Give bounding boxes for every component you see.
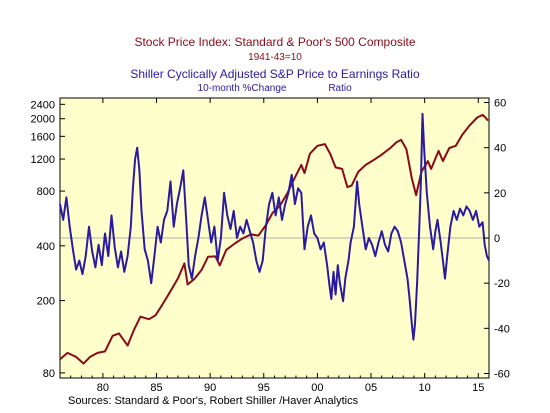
- y-left-tick-label: 2400: [31, 99, 55, 111]
- y-right-tick-label: 0: [494, 233, 500, 245]
- series-line-sp500: [59, 113, 489, 365]
- y-right-tick-label: 60: [494, 98, 506, 110]
- x-tick-label: 15: [472, 382, 484, 394]
- x-tick-label: 95: [258, 382, 270, 394]
- series-line-cape: [59, 112, 490, 341]
- y-right-tick-label: -20: [494, 278, 510, 290]
- x-tick-label: 10: [419, 382, 431, 394]
- y-right-tick-label: -40: [494, 323, 510, 335]
- y-right-tick-label: -60: [494, 368, 510, 380]
- chart-title-sp500: Stock Price Index: Standard & Poor's 500…: [134, 35, 415, 49]
- x-tick-label: 90: [204, 382, 216, 394]
- series-lines: [59, 112, 490, 365]
- y-right-tick-label: 40: [494, 143, 506, 155]
- chart-subtitle-cape-name: Ratio: [328, 83, 352, 94]
- y-left-tick-label: 1200: [31, 154, 55, 166]
- x-tick-label: 85: [150, 382, 162, 394]
- x-tick-label: 00: [311, 382, 323, 394]
- x-tick-label: 05: [365, 382, 377, 394]
- y-left-tick-label: 800: [37, 186, 55, 198]
- chart-title-cape: Shiller Cyclically Adjusted S&P Price to…: [130, 67, 420, 81]
- y-left-tick-label: 200: [37, 296, 55, 308]
- y-left-tick-label: 80: [43, 368, 55, 380]
- y-left-tick-label: 1600: [31, 131, 55, 143]
- source-note: Sources: Standard & Poor's, Robert Shill…: [68, 395, 359, 407]
- chart-subtitle-sp500: 1941-43=10: [248, 52, 302, 63]
- y-left-tick-label: 400: [37, 241, 55, 253]
- axes: 80 85 90 95 00 05 10 15802004008001200160020002…: [31, 98, 510, 394]
- y-left-tick-label: 2000: [31, 114, 55, 126]
- x-tick-label: 80: [97, 382, 109, 394]
- y-right-tick-label: 20: [494, 188, 506, 200]
- chart-subtitle-cape-units: 10-month %Change: [198, 83, 287, 94]
